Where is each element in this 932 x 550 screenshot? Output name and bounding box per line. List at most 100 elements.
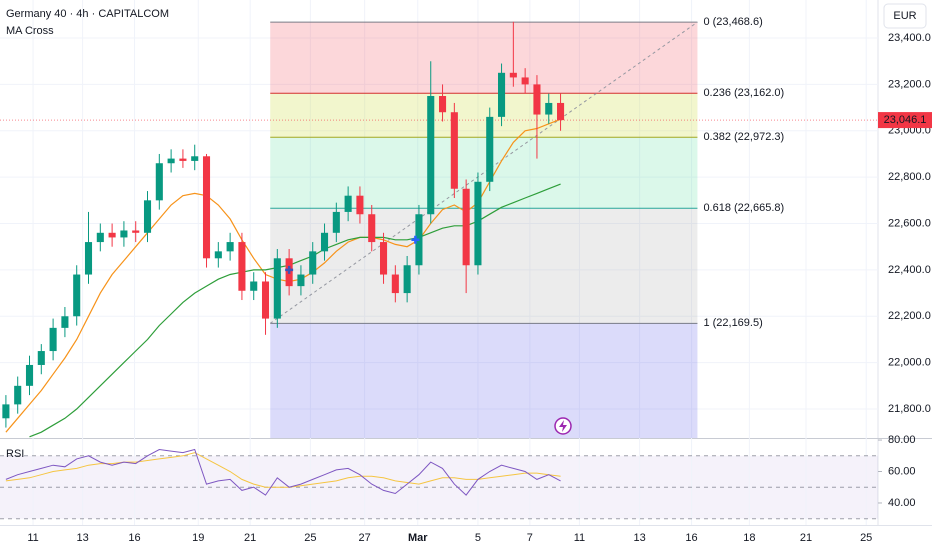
indicator-label: MA Cross [6, 25, 54, 37]
candle-body [474, 181, 482, 266]
lightning-icon[interactable] [554, 417, 572, 435]
fib-zone [270, 137, 698, 209]
icon-bolt[interactable] [559, 420, 567, 432]
fib-label: 0.618 (22,665.8) [703, 202, 784, 214]
candle-body [132, 230, 140, 233]
candle-body [84, 242, 93, 275]
currency-button[interactable] [883, 3, 927, 29]
candle-body [320, 232, 329, 252]
last-price-label: 23,046.1 [884, 114, 927, 126]
y-tick-label: 22,600.0 [888, 217, 931, 229]
candle-body [439, 95, 447, 113]
fib-label: 0.382 (22,972.3) [703, 131, 784, 143]
rsi-line [5, 448, 561, 496]
candle-body [191, 156, 199, 161]
currency[interactable]: EUR [893, 10, 916, 22]
x-tick-label: 25 [860, 532, 872, 544]
fib-label: 1 (22,169.5) [703, 317, 762, 329]
candle-body [450, 112, 458, 189]
fib-zone [270, 323, 698, 438]
candle-body [96, 232, 104, 243]
candle-body [167, 158, 175, 164]
candle-body [61, 316, 69, 328]
candle-body [379, 242, 388, 275]
x-tick-label: 11 [27, 532, 38, 544]
rsi-tick-label: 40.00 [888, 497, 916, 509]
last-price-tag [878, 112, 932, 129]
candle-body [155, 163, 163, 201]
candles-layer [2, 21, 565, 428]
candle-body [73, 274, 81, 317]
candle-body [309, 251, 317, 275]
rsi-label: RSI [6, 448, 24, 460]
candle-body [250, 281, 258, 291]
y-tick-label: 23,200.0 [888, 78, 931, 90]
x-tick-label: 5 [475, 532, 481, 544]
x-tick-label: 13 [76, 532, 88, 544]
y-tick-label: 22,000.0 [888, 357, 931, 369]
candle-body [49, 327, 57, 352]
x-tick-label: 25 [304, 532, 316, 544]
x-tick-label: 21 [800, 532, 812, 544]
candle-body [533, 84, 541, 115]
candle-body [37, 351, 45, 365]
candle-body [2, 404, 10, 419]
candle-body [557, 102, 565, 121]
y-tick-label: 22,800.0 [888, 171, 931, 183]
cross-marker [285, 265, 294, 274]
candle-body [391, 274, 399, 294]
candle-body [403, 265, 411, 294]
fib-zone [270, 22, 698, 94]
candle-body [273, 258, 281, 319]
x-tick-label: 16 [128, 532, 140, 544]
x-tick-label: 21 [244, 532, 256, 544]
chart-title: Germany 40 · 4h · CAPITALCOM [6, 8, 169, 20]
grid-layer [0, 0, 882, 525]
fib-layer [269, 21, 698, 438]
candle-body [179, 158, 187, 161]
candle-body [120, 230, 128, 238]
candle-body [462, 188, 470, 266]
x-tick-label: 27 [359, 532, 371, 544]
x-tick-label: Mar [408, 532, 428, 544]
lines-layer [0, 118, 878, 496]
candle-body [25, 364, 34, 386]
candle-body [108, 232, 116, 238]
cross-marker [411, 235, 420, 244]
candle-body [368, 214, 376, 243]
moving-average [29, 183, 561, 438]
candle-body [356, 195, 364, 215]
candle-body [332, 211, 340, 233]
candle-body [297, 274, 305, 287]
y-tick-label: 22,400.0 [888, 264, 931, 276]
candle-body [238, 242, 246, 291]
x-tick-label: 16 [685, 532, 697, 544]
candle-body [261, 281, 270, 319]
y-tick-label: 21,800.0 [888, 403, 931, 415]
fib-zone [270, 93, 698, 138]
x-tick-label: 13 [633, 532, 645, 544]
candle-body [498, 72, 506, 117]
labels-layer: 21,800.0 22,000.0 22,200.0 22,400.0 22,600.0… [6, 8, 932, 544]
x-tick-label: 11 [574, 532, 585, 544]
y-tick-label: 23,400.0 [888, 32, 931, 44]
y-tick-label: 22,200.0 [888, 310, 931, 322]
candle-body [214, 251, 222, 259]
x-tick-label: 7 [527, 532, 533, 544]
candle-body [509, 72, 517, 78]
fib-label: 0 (23,468.6) [703, 16, 762, 28]
x-tick-label: 18 [743, 532, 755, 544]
rsi-tick-label: 80.00 [888, 434, 916, 446]
rsi-ma-line [5, 452, 561, 488]
candle-body [202, 156, 211, 259]
candle-body [226, 242, 234, 252]
rsi-tick-label: 60.00 [888, 465, 916, 477]
candle-body [14, 385, 22, 405]
candle-body [344, 195, 352, 212]
candle-body [143, 200, 152, 233]
fib-zone [270, 208, 698, 324]
candle-body [545, 102, 553, 115]
fib-label: 0.236 (23,162.0) [703, 87, 784, 99]
candle-body [427, 95, 435, 215]
candle-body [521, 77, 529, 85]
